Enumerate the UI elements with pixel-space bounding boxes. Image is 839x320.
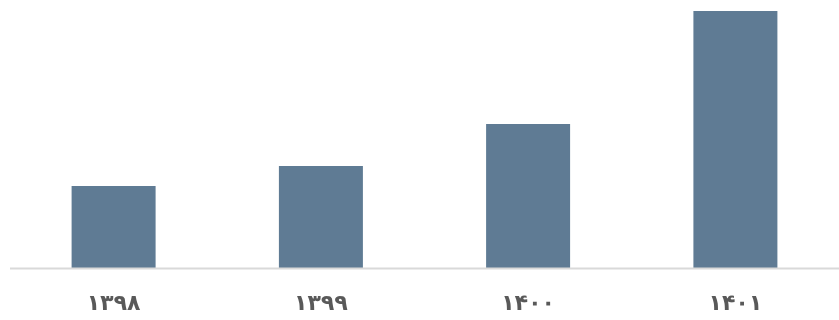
- bar-1: [71, 186, 156, 268]
- x-tick-label-1: ۱۳۹۸: [87, 291, 141, 316]
- bar-2: [278, 166, 363, 268]
- x-tick-labels-group: ۱۳۹۸ ۱۳۹۹ ۱۴۰۰ ۱۴۰۱: [87, 291, 763, 316]
- x-tick-label-4: ۱۴۰۱: [709, 291, 763, 316]
- x-tick-label-2: ۱۳۹۹: [294, 291, 348, 316]
- bars-group: [71, 11, 778, 268]
- x-tick-label-3: ۱۴۰۰: [501, 291, 555, 316]
- bar-4: [693, 11, 778, 268]
- bar-3: [486, 124, 571, 268]
